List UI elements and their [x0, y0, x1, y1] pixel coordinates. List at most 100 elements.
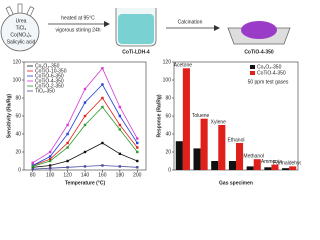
y-tick-label: 0: [168, 167, 171, 173]
point: [136, 137, 139, 140]
legend-swatch: [250, 71, 255, 75]
y-tick-label: 20: [165, 149, 171, 155]
point: [48, 158, 52, 161]
point: [136, 166, 139, 169]
x-tick-label: 200: [133, 172, 142, 178]
y-axis-label: Response (Ra/Rg): [156, 94, 162, 137]
point: [136, 141, 139, 145]
bar: [193, 148, 201, 170]
product-label: CoTiO-4-350: [244, 49, 274, 55]
legend-label: Co₃O₄-350: [35, 63, 60, 69]
point: [83, 101, 87, 104]
product-label: CoTi-LDH-4: [122, 49, 150, 55]
reagent: Urea: [16, 18, 27, 24]
point: [83, 114, 87, 118]
point: [118, 105, 122, 109]
reagent: TiCl₃: [16, 25, 27, 31]
x-tick-label: 160: [98, 172, 107, 178]
y-tick-label: 0: [18, 167, 21, 173]
legend-label: CoTiO-2-350: [35, 83, 64, 89]
y-tick-label: 60: [165, 113, 171, 119]
x-axis-label: Temperature (°C): [65, 180, 106, 186]
point: [48, 150, 52, 154]
y-tick-label: 40: [165, 131, 171, 137]
legend-label: CoTiO-6-350: [35, 73, 64, 79]
step-label: Calcination: [178, 19, 203, 25]
calcined-product: [241, 21, 277, 39]
point: [66, 146, 69, 149]
point: [48, 164, 52, 167]
bar: [228, 161, 236, 170]
category-label: Formaldehyde: [273, 161, 301, 167]
x-tick-label: 140: [81, 172, 90, 178]
point: [83, 123, 87, 127]
point: [48, 159, 52, 163]
annotation: 50 ppm test gases: [248, 79, 289, 85]
y-axis-label: Sensitivity (Ra/Rg): [6, 94, 12, 139]
bar: [289, 166, 297, 170]
point: [66, 166, 69, 169]
legend-label: TiO₂-350: [35, 88, 55, 94]
point: [136, 150, 139, 154]
legend-label: Co₃O₄-350: [257, 64, 282, 70]
point: [101, 96, 104, 100]
bar: [218, 125, 226, 170]
point: [118, 165, 122, 168]
reagent: Salicylic acid: [7, 39, 36, 45]
y-tick-label: 100: [13, 77, 22, 83]
point: [136, 159, 139, 163]
arrow-head: [214, 25, 220, 31]
series-line: [32, 142, 138, 168]
point: [66, 141, 69, 145]
x-tick-label: 120: [63, 172, 72, 178]
point: [101, 67, 104, 70]
point: [136, 146, 139, 149]
x-axis-label: Gas specimen: [219, 180, 253, 186]
bar: [211, 161, 219, 170]
point: [101, 83, 104, 86]
legend-label: CoTiO-4-350: [257, 70, 286, 76]
y-tick-label: 120: [163, 59, 172, 65]
y-tick-label: 20: [15, 149, 21, 155]
y-tick-label: 80: [165, 95, 171, 101]
x-tick-label: 80: [30, 172, 36, 178]
bar: [253, 159, 261, 170]
point: [101, 105, 104, 109]
category-label: Methanol: [243, 154, 264, 160]
legend-swatch: [250, 65, 255, 69]
bar: [200, 118, 208, 170]
graphical-abstract: Urea TiCl₃ Co(NO₃)₂ Salicylic acid heate…: [0, 3, 301, 186]
point: [66, 132, 69, 136]
point: [101, 164, 104, 167]
point: [31, 165, 34, 168]
point: [31, 161, 34, 164]
x-tick-label: 100: [46, 172, 55, 178]
bar: [236, 143, 244, 170]
category-label: Toluene: [192, 113, 210, 119]
step-label: vigorous stirring 24h: [55, 27, 100, 33]
bar: [246, 166, 254, 170]
point: [118, 152, 122, 155]
bar: [182, 68, 190, 170]
bar: [282, 168, 290, 170]
legend-label: CoTiO-10-350: [35, 68, 67, 74]
y-tick-label: 100: [163, 77, 172, 83]
bar: [264, 167, 272, 170]
category-label: Ammonia: [261, 159, 282, 165]
point: [118, 128, 122, 131]
point: [118, 114, 122, 118]
point: [66, 159, 69, 163]
point: [83, 150, 87, 154]
bar: [175, 141, 183, 170]
x-tick-label: 180: [116, 172, 125, 178]
category-label: Acetone: [174, 63, 193, 69]
point: [83, 165, 87, 168]
point: [31, 167, 34, 171]
point: [83, 87, 87, 91]
point: [48, 167, 52, 170]
scheme: Urea TiCl₃ Co(NO₃)₂ Salicylic acid heate…: [0, 3, 291, 55]
category-label: Xylene: [211, 119, 227, 125]
point: [101, 141, 104, 145]
flask-neck: [17, 3, 23, 15]
reagent: Co(NO₃)₂: [10, 32, 31, 38]
